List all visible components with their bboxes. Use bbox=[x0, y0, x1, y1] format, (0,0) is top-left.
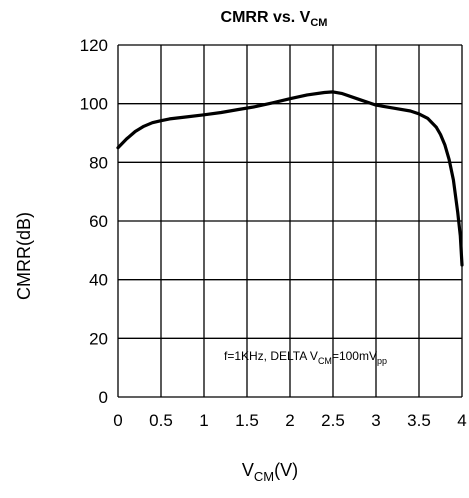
x-axis-label-main: V bbox=[242, 460, 254, 480]
annotation-sub-pp: pp bbox=[377, 356, 387, 366]
x-axis-label-suffix: (V) bbox=[274, 460, 298, 480]
y-tick-label: 80 bbox=[89, 153, 108, 172]
annotation-mid: =100mV bbox=[332, 349, 377, 363]
x-tick-label: 4 bbox=[457, 411, 466, 430]
test-condition-annotation: f=1KHz, DELTA VCM=100mVpp bbox=[224, 349, 387, 366]
y-tick-label: 40 bbox=[89, 271, 108, 290]
x-tick-label: 2.5 bbox=[321, 411, 345, 430]
x-tick-label: 3 bbox=[371, 411, 380, 430]
x-tick-label: 1 bbox=[199, 411, 208, 430]
x-tick-label: 1.5 bbox=[235, 411, 259, 430]
x-axis-label: VCM(V) bbox=[242, 460, 298, 484]
y-tick-labels: 0 20 40 60 80 100 120 bbox=[80, 36, 108, 407]
chart-title-sub: CM bbox=[310, 17, 327, 29]
y-tick-label: 20 bbox=[89, 329, 108, 348]
x-tick-label: 0.5 bbox=[149, 411, 173, 430]
y-tick-label: 60 bbox=[89, 212, 108, 231]
y-axis-label: CMRR(dB) bbox=[14, 212, 34, 300]
y-tick-label: 100 bbox=[80, 95, 108, 114]
x-tick-label: 2 bbox=[285, 411, 294, 430]
x-tick-labels: 0 0.5 1 1.5 2 2.5 3 3.5 4 bbox=[113, 411, 466, 430]
y-tick-label: 0 bbox=[99, 388, 108, 407]
y-tick-label: 120 bbox=[80, 36, 108, 55]
chart-title: CMRR vs. VCM bbox=[221, 9, 328, 29]
x-axis-label-sub: CM bbox=[254, 469, 274, 484]
annotation-sub-cm: CM bbox=[318, 356, 332, 366]
annotation-prefix: f=1KHz, DELTA V bbox=[224, 349, 318, 363]
x-tick-label: 0 bbox=[113, 411, 122, 430]
grid bbox=[117, 44, 463, 398]
chart-title-main: CMRR vs. V bbox=[221, 9, 311, 26]
cmrr-series-line bbox=[116, 90, 464, 267]
x-tick-label: 3.5 bbox=[407, 411, 431, 430]
